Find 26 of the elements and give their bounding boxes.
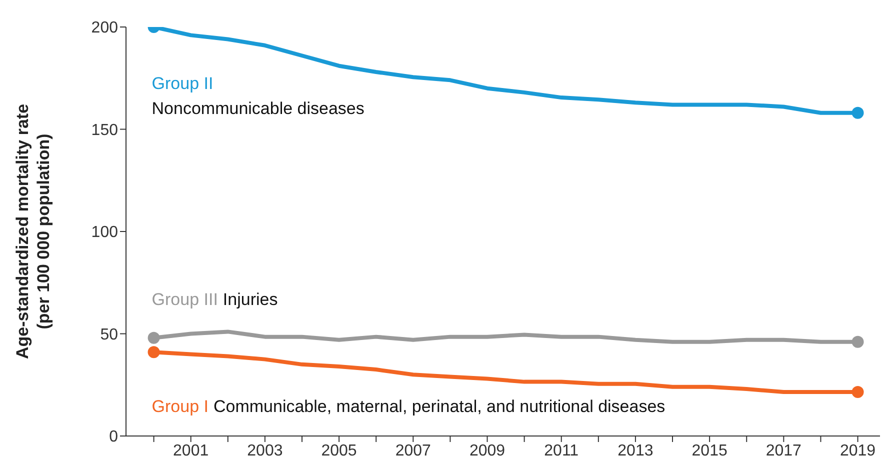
- annotation: Injuries: [222, 290, 278, 310]
- y-tick-label: 200: [91, 20, 118, 37]
- annotation: Noncommunicable diseases: [152, 99, 364, 118]
- y-axis-title: Age-standardized mortality rate (per 100 000 population): [13, 104, 53, 360]
- y-tick-label: 100: [91, 224, 118, 242]
- y-tick-label: 150: [91, 122, 118, 139]
- point: [148, 332, 160, 344]
- text: Group II: [152, 74, 214, 94]
- x-tick-label: 2003: [247, 442, 283, 460]
- x-tick-label: 2017: [766, 442, 802, 460]
- x-tick-label: 2013: [618, 442, 654, 460]
- series-label: Group III: [152, 290, 218, 310]
- x-tick-label: 2011: [544, 442, 579, 460]
- x-tick-label: 2001: [173, 442, 209, 460]
- annotation: Communicable, maternal, perinatal, and nutritional diseases: [213, 398, 666, 417]
- point: [852, 386, 864, 398]
- y-tick-label: 0: [109, 428, 118, 446]
- point: [148, 346, 160, 358]
- x-tick-label: 2009: [469, 442, 506, 460]
- x-tick-label: 2015: [692, 442, 728, 460]
- x-tick-label: 2007: [395, 442, 432, 460]
- point: [852, 336, 864, 348]
- text: Group I: [152, 398, 208, 417]
- x-tick-label: 2019: [840, 442, 876, 460]
- x-tick-label: 2005: [321, 442, 357, 460]
- y-tick-label: 50: [100, 326, 118, 344]
